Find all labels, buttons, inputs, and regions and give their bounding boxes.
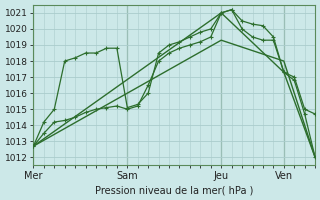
X-axis label: Pression niveau de la mer( hPa ): Pression niveau de la mer( hPa ) bbox=[95, 185, 253, 195]
